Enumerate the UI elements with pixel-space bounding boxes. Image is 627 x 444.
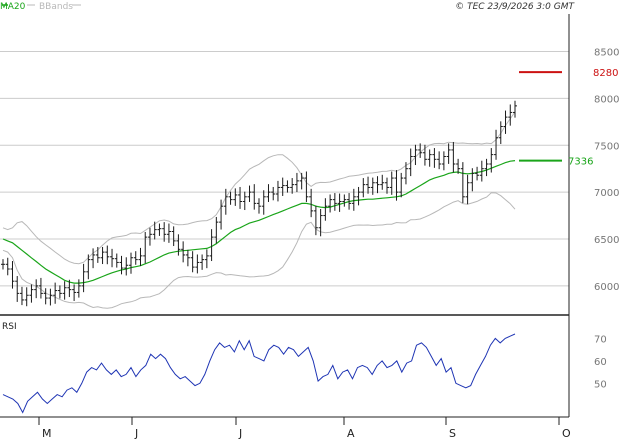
x-tick-label: A bbox=[347, 427, 355, 440]
x-tick-label: O bbox=[562, 427, 571, 440]
chart-frame bbox=[0, 14, 570, 425]
rsi-tick-label: 50 bbox=[594, 379, 607, 390]
bbands-legend-label: BBands bbox=[39, 2, 73, 12]
price-tick-label: 6000 bbox=[594, 282, 619, 293]
price-bars bbox=[1, 71, 562, 307]
x-tick-label: M bbox=[42, 427, 52, 440]
grid-lines bbox=[0, 51, 569, 287]
ma20-path bbox=[2, 160, 516, 284]
ma20-legend-label: MA20 bbox=[0, 2, 26, 12]
price-tick-label: 8000 bbox=[594, 94, 619, 105]
price-level-label: 7336 bbox=[568, 157, 593, 168]
price-level-label: 8280 bbox=[593, 68, 618, 79]
copyright-text: © TEC 23/9/2026 3:0 GMT bbox=[455, 2, 575, 12]
x-tick-label: J bbox=[238, 427, 242, 440]
rsi-title: RSI bbox=[2, 322, 17, 332]
rsi-tick-label: 60 bbox=[594, 357, 607, 368]
price-tick-label: 6500 bbox=[594, 235, 619, 246]
rsi-panel bbox=[2, 333, 516, 414]
price-tick-label: 8500 bbox=[594, 48, 619, 59]
lower-band-line bbox=[2, 192, 516, 309]
chart-header: MA20 BBands © TEC 23/9/2026 3:0 GMT bbox=[0, 2, 576, 12]
ma20-line bbox=[2, 160, 516, 284]
x-tick-label: S bbox=[449, 427, 456, 440]
x-tick-label: J bbox=[134, 427, 138, 440]
price-tick-label: 7000 bbox=[594, 188, 619, 199]
upper-band-line bbox=[2, 111, 516, 265]
axis-labels: 6000 6500 7000 7500 8000 8500 8280 7336 50 60 70 RS… bbox=[2, 48, 619, 441]
rsi-tick-label: 70 bbox=[594, 334, 607, 345]
price-tick-label: 7500 bbox=[594, 141, 619, 152]
rsi-path bbox=[2, 333, 516, 414]
